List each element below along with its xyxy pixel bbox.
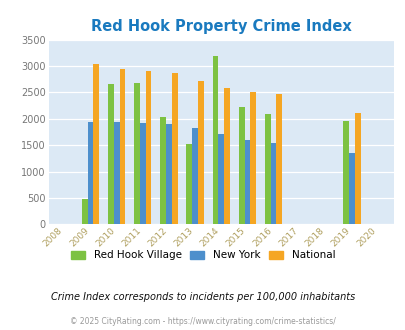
Text: © 2025 CityRating.com - https://www.cityrating.com/crime-statistics/: © 2025 CityRating.com - https://www.city…: [70, 317, 335, 326]
Bar: [264, 114, 270, 224]
Bar: [145, 71, 151, 224]
Bar: [249, 92, 256, 224]
Text: Crime Index corresponds to incidents per 100,000 inhabitants: Crime Index corresponds to incidents per…: [51, 292, 354, 302]
Bar: [119, 69, 125, 224]
Bar: [212, 56, 218, 224]
Bar: [270, 143, 276, 224]
Bar: [113, 122, 119, 224]
Bar: [186, 144, 192, 224]
Bar: [218, 134, 224, 224]
Bar: [276, 94, 281, 224]
Bar: [166, 123, 171, 224]
Title: Red Hook Property Crime Index: Red Hook Property Crime Index: [91, 19, 351, 34]
Bar: [343, 121, 348, 224]
Bar: [93, 64, 99, 224]
Legend: Red Hook Village, New York, National: Red Hook Village, New York, National: [70, 250, 335, 260]
Bar: [348, 152, 354, 224]
Bar: [87, 122, 93, 224]
Bar: [82, 199, 87, 224]
Bar: [140, 123, 145, 224]
Bar: [354, 113, 360, 224]
Bar: [224, 88, 229, 224]
Bar: [244, 141, 249, 224]
Bar: [108, 84, 113, 224]
Bar: [171, 73, 177, 224]
Bar: [192, 128, 198, 224]
Bar: [134, 83, 140, 224]
Bar: [160, 117, 166, 224]
Bar: [198, 81, 203, 224]
Bar: [238, 107, 244, 224]
